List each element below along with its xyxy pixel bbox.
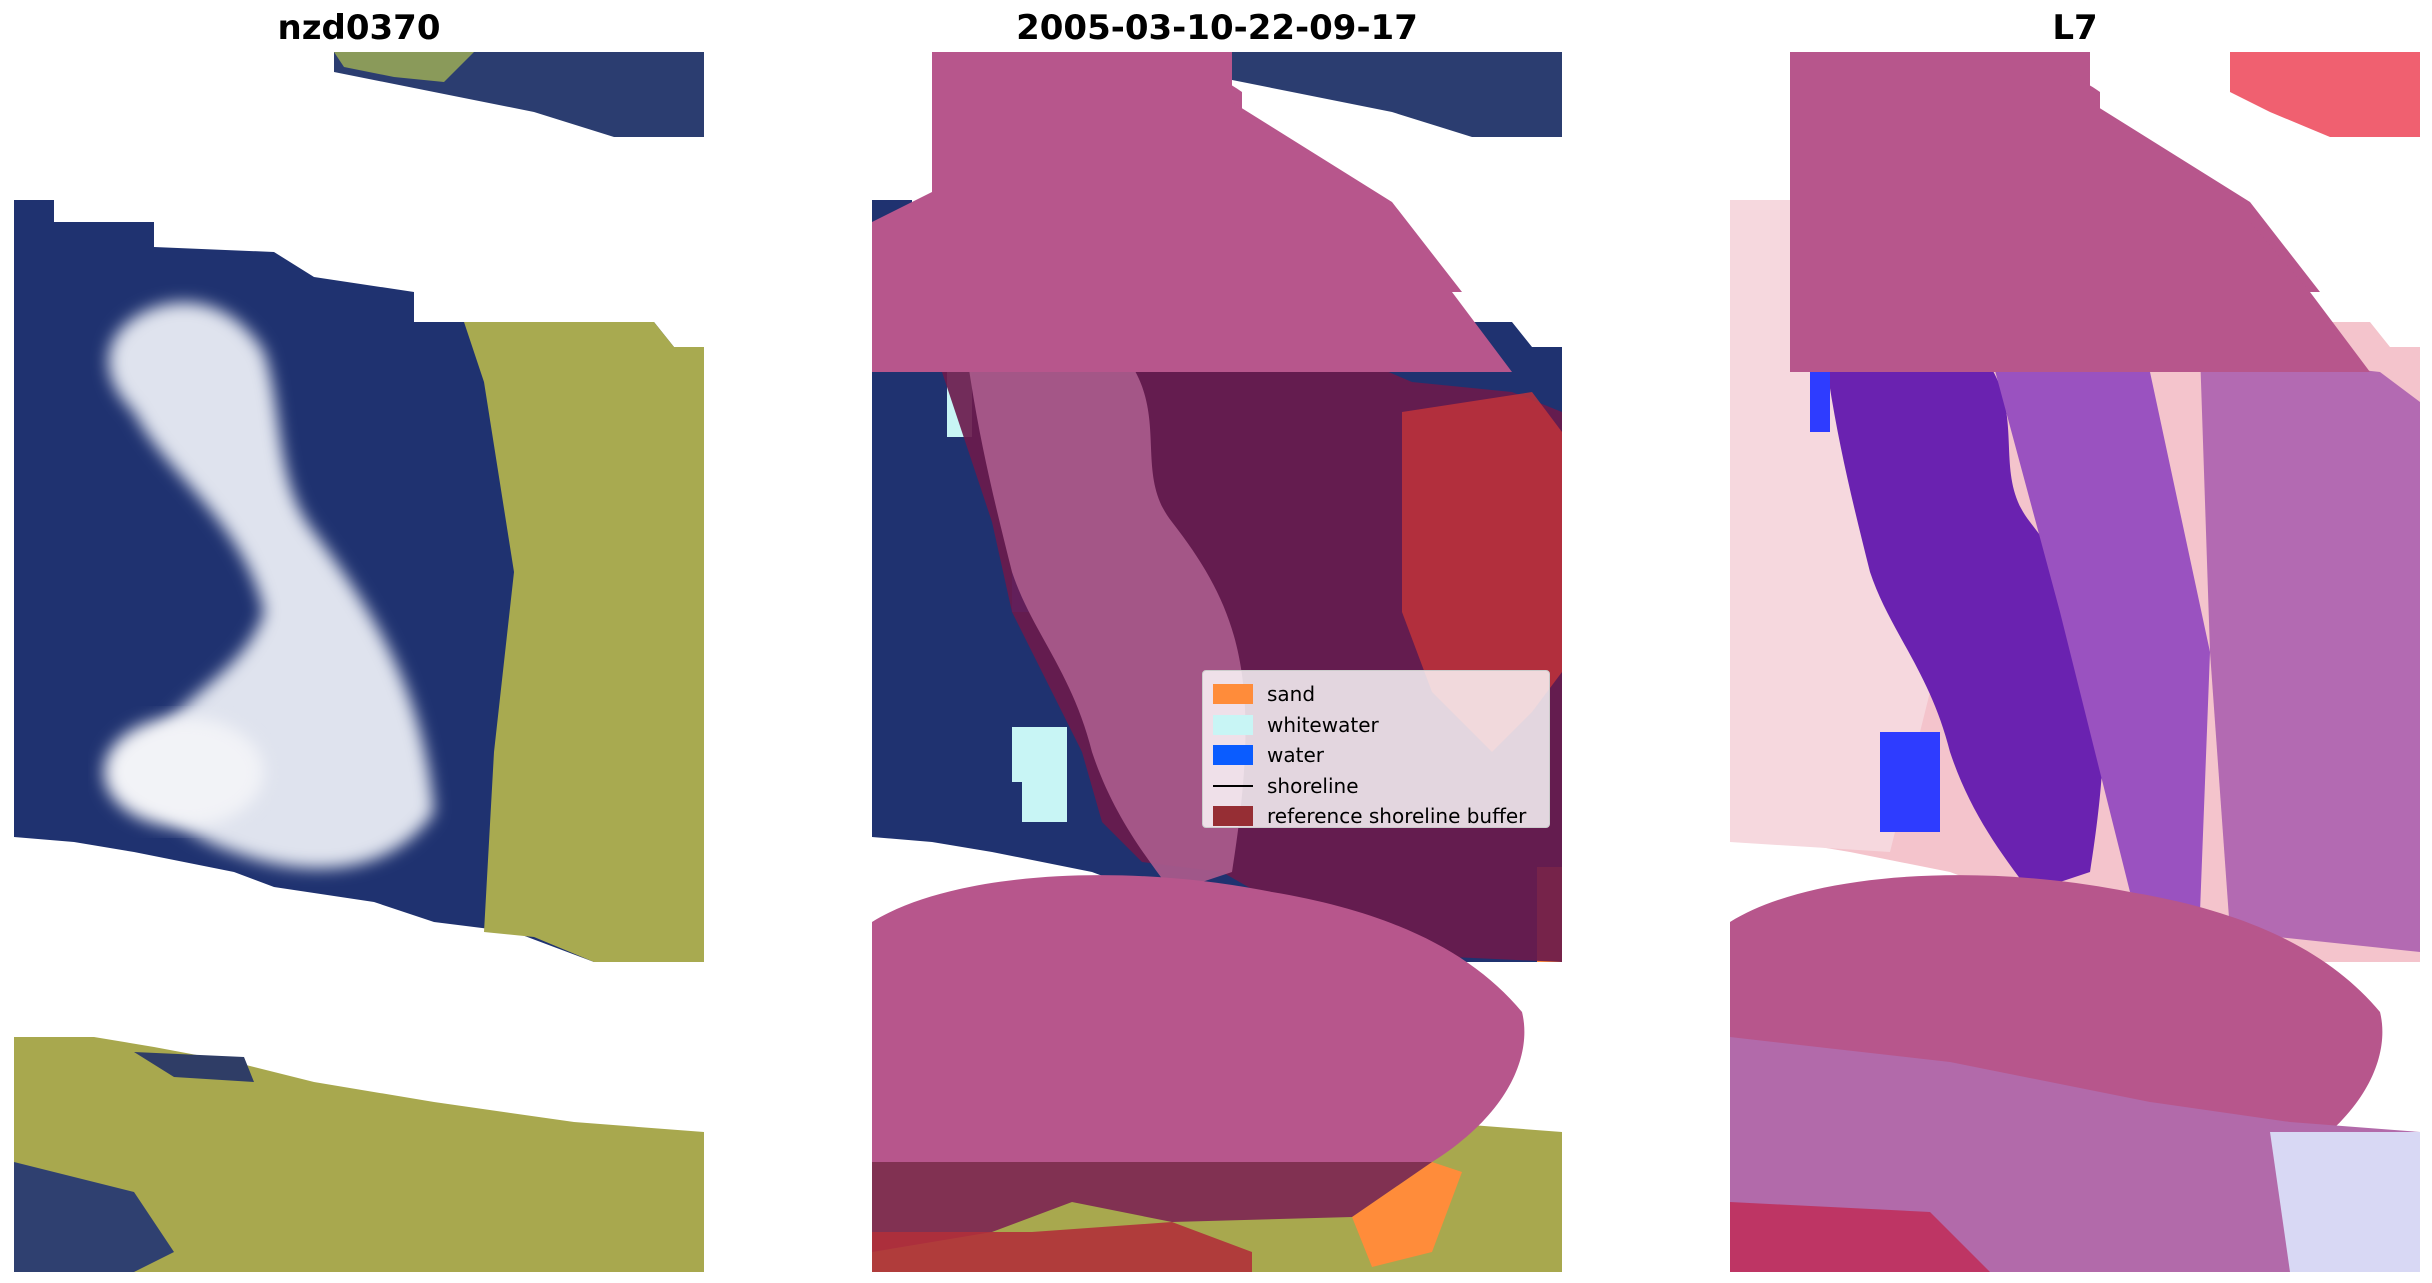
title-satellite: L7 (2052, 8, 2098, 48)
rgb-image-panel (14, 52, 704, 1272)
legend-item-whitewater: whitewater (1213, 710, 1539, 741)
water-swatch (1213, 745, 1253, 766)
legend: sand whitewater water shoreline referenc… (1202, 670, 1550, 828)
legend-label: sand (1267, 682, 1316, 707)
shoreline-line-swatch (1213, 784, 1253, 787)
classification-image (872, 52, 1562, 1272)
legend-item-reference-shoreline-buffer: reference shoreline buffer (1213, 801, 1539, 832)
title-rgb-image: nzd0370 (277, 8, 441, 48)
title-image-date: 2005-03-10-22-09-17 (1016, 8, 1418, 48)
legend-label: water (1267, 743, 1324, 768)
whitewater-swatch (1213, 714, 1253, 735)
index-image (1730, 52, 2420, 1272)
classification-panel (872, 52, 1562, 1272)
legend-item-water: water (1213, 740, 1539, 771)
legend-label: whitewater (1267, 712, 1379, 737)
rgb-image (14, 52, 704, 1272)
index-panel (1730, 52, 2420, 1272)
legend-label: reference shoreline buffer (1267, 804, 1527, 829)
sand-swatch (1213, 684, 1253, 705)
buffer-swatch (1213, 806, 1253, 827)
legend-item-shoreline: shoreline (1213, 771, 1539, 802)
legend-item-sand: sand (1213, 679, 1539, 710)
legend-label: shoreline (1267, 773, 1359, 798)
